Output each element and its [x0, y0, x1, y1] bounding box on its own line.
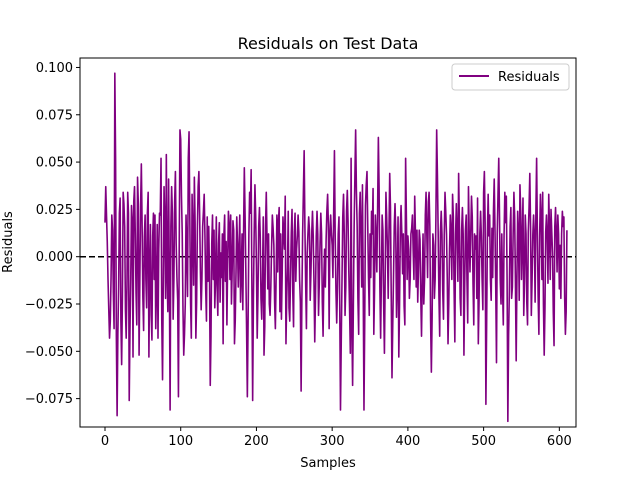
- axes-frame: [79, 57, 577, 428]
- y-tick-label: 0.050: [36, 156, 73, 171]
- x-tick-label: 0: [101, 434, 109, 449]
- y-axis: −0.075 −0.050 −0.025 0.000 0.025 0.050 0.075 0.…: [25, 61, 80, 407]
- x-tick-label: 400: [395, 434, 420, 449]
- y-tick-label: 0.100: [36, 61, 73, 76]
- y-tick-label: 0.075: [36, 108, 73, 123]
- y-tick-label: 0.025: [36, 203, 73, 218]
- x-tick-label: 100: [168, 434, 193, 449]
- legend-series-label: Residuals: [498, 70, 560, 85]
- y-tick-label: −0.075: [25, 392, 73, 407]
- y-axis-label: Residuals: [1, 211, 16, 273]
- x-axis: 0 100 200 300 400 500 600: [101, 427, 572, 449]
- x-axis-label: Samples: [300, 456, 356, 471]
- series-line-residuals: [104, 72, 568, 423]
- chart-title: Residuals on Test Data: [238, 34, 419, 53]
- y-tick-label: 0.000: [36, 250, 73, 265]
- y-tick-label: −0.025: [25, 298, 73, 313]
- legend: Residuals: [451, 63, 570, 91]
- x-tick-label: 600: [547, 434, 572, 449]
- y-tick-label: −0.050: [25, 345, 73, 360]
- x-tick-label: 500: [471, 434, 496, 449]
- legend-box: [451, 63, 570, 91]
- series-group: [104, 72, 568, 423]
- x-tick-label: 300: [320, 434, 345, 449]
- x-tick-label: 200: [244, 434, 269, 449]
- plot-area: [79, 57, 577, 428]
